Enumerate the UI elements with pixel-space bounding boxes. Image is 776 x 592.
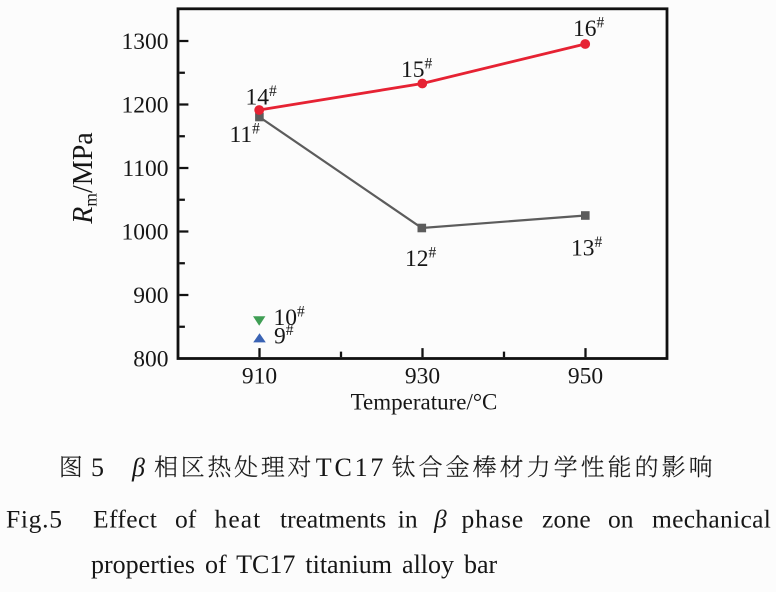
svg-text:Temperature/°C: Temperature/°C bbox=[351, 390, 498, 415]
svg-text:phase: phase bbox=[462, 505, 525, 534]
svg-text:of: of bbox=[175, 505, 197, 534]
svg-text:9#: 9# bbox=[274, 322, 294, 350]
svg-text:heat: heat bbox=[215, 505, 262, 534]
svg-text:Fig.5: Fig.5 bbox=[6, 505, 63, 534]
svg-text:900: 900 bbox=[133, 283, 168, 309]
svg-text:β: β bbox=[433, 505, 447, 534]
svg-text:1300: 1300 bbox=[122, 29, 169, 55]
svg-text:zone: zone bbox=[542, 505, 591, 534]
svg-text:15#: 15# bbox=[401, 56, 433, 84]
svg-text:800: 800 bbox=[133, 347, 168, 373]
svg-text:on: on bbox=[608, 505, 634, 534]
svg-text:14#: 14# bbox=[246, 83, 278, 111]
svg-text:mechanical: mechanical bbox=[652, 505, 771, 534]
svg-text:13#: 13# bbox=[571, 234, 603, 262]
svg-text:5: 5 bbox=[91, 453, 104, 482]
svg-text:Rm/MPa: Rm/MPa bbox=[68, 132, 101, 225]
svg-text:1000: 1000 bbox=[122, 220, 169, 246]
svg-text:930: 930 bbox=[405, 364, 440, 390]
svg-text:properties of TC17 titanium al: properties of TC17 titanium alloy bar bbox=[91, 550, 498, 579]
svg-text:in: in bbox=[398, 505, 418, 534]
svg-text:1200: 1200 bbox=[122, 93, 169, 119]
svg-text:Effect: Effect bbox=[93, 505, 157, 534]
svg-text:treatments: treatments bbox=[280, 505, 386, 534]
svg-text:TC17: TC17 bbox=[316, 453, 386, 482]
svg-text:11#: 11# bbox=[230, 120, 261, 148]
svg-text:950: 950 bbox=[568, 364, 603, 390]
svg-text:910: 910 bbox=[242, 364, 277, 390]
svg-text:β: β bbox=[131, 453, 145, 482]
svg-text:12#: 12# bbox=[405, 245, 437, 273]
svg-text:16#: 16# bbox=[573, 15, 605, 43]
svg-text:1100: 1100 bbox=[122, 156, 168, 182]
